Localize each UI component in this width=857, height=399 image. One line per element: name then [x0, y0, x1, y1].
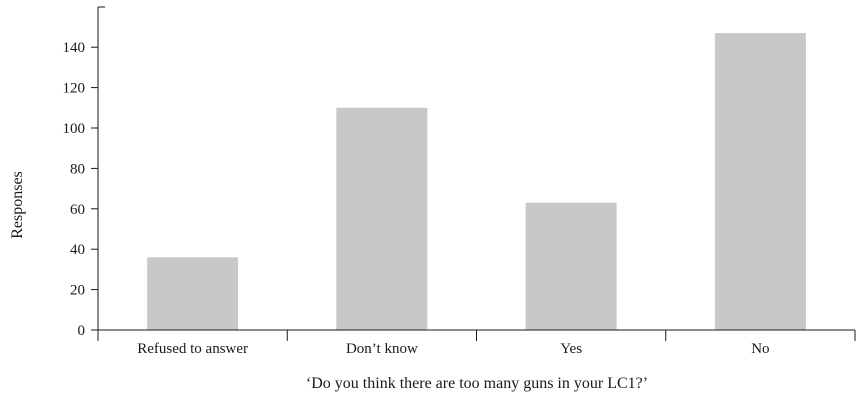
- y-tick-label: 60: [70, 202, 85, 218]
- bars-group: [147, 33, 806, 331]
- x-tick-label: Refused to answer: [137, 341, 248, 357]
- bar: [714, 33, 806, 331]
- y-tick-label: 80: [70, 161, 85, 177]
- bar: [525, 202, 617, 330]
- x-tick-label: Yes: [560, 341, 582, 357]
- y-tick-label: 20: [70, 283, 85, 299]
- y-tick-label: 0: [78, 323, 86, 339]
- y-axis-title: Responses: [9, 171, 26, 239]
- y-tick-label: 120: [63, 81, 86, 97]
- x-tick-label: Don’t know: [346, 341, 418, 357]
- bar: [336, 107, 428, 330]
- axes-group: 0 20 40 60 80 100 120 140 Refused to answer Don’t…: [63, 6, 856, 357]
- x-axis-title: ‘Do you think there are too many guns in…: [306, 375, 648, 392]
- bar: [147, 257, 239, 330]
- y-tick-label: 40: [70, 242, 85, 258]
- y-tick-label: 100: [63, 121, 86, 137]
- x-tick-label: No: [751, 341, 769, 357]
- y-tick-label: 140: [63, 40, 86, 56]
